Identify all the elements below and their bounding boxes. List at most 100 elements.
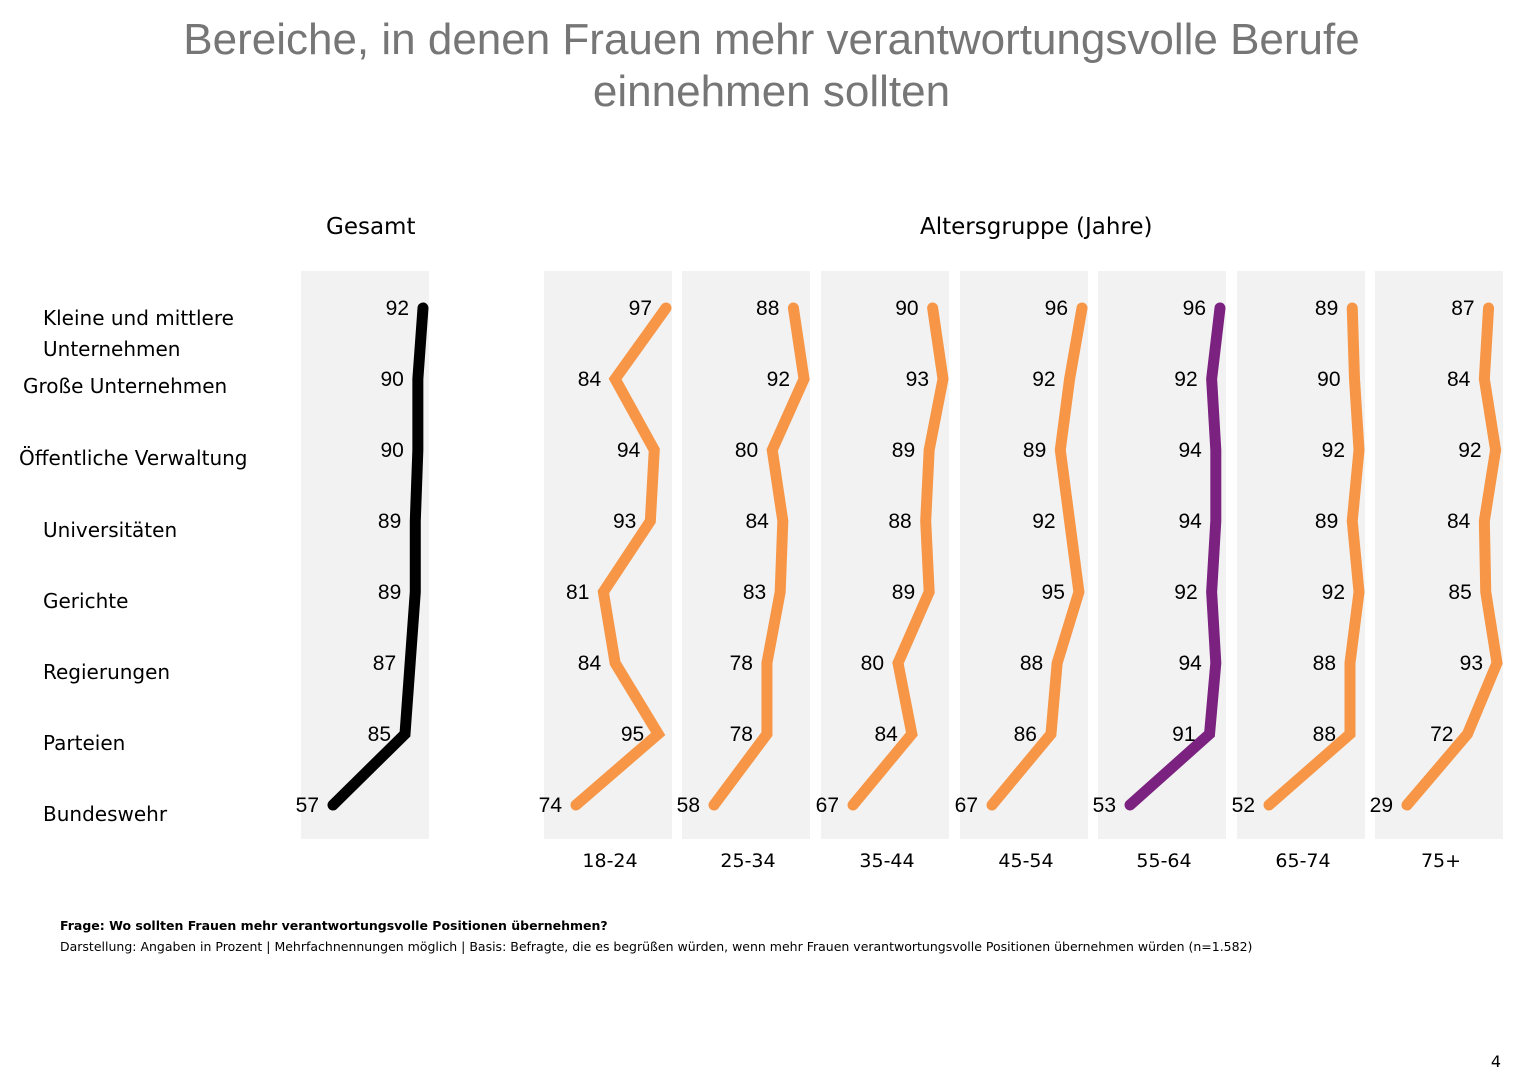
- data-label: 93: [906, 368, 929, 391]
- category-label: Gerichte: [43, 589, 129, 613]
- data-label: 52: [1232, 794, 1255, 817]
- data-label: 88: [1020, 652, 1043, 675]
- data-label: 88: [1313, 652, 1336, 675]
- data-label: 89: [1315, 510, 1338, 533]
- data-label: 83: [743, 581, 766, 604]
- data-label: 85: [368, 723, 391, 746]
- data-label: 84: [874, 723, 898, 746]
- data-label: 84: [745, 510, 769, 533]
- data-label: 92: [1032, 368, 1055, 391]
- footer-note: Darstellung: Angaben in Prozent | Mehrfa…: [60, 939, 1253, 954]
- data-label: 67: [955, 794, 978, 817]
- data-label: 29: [1370, 794, 1393, 817]
- series-line-55-64: [1124, 302, 1226, 811]
- category-label: Große Unternehmen: [23, 374, 228, 398]
- data-label: 67: [816, 794, 839, 817]
- data-label: 88: [1313, 723, 1336, 746]
- data-label: 81: [566, 581, 589, 604]
- data-label: 92: [767, 368, 790, 391]
- data-label: 93: [1460, 652, 1483, 675]
- data-label: 94: [617, 439, 641, 462]
- chart-title: Bereiche, in denen Frauen mehr verantwor…: [0, 14, 1523, 118]
- series-line-Gesamt: [327, 302, 429, 811]
- category-label: Kleine und mittlere Unternehmen: [43, 306, 234, 361]
- panel-background: [682, 271, 810, 839]
- panel-55-64: 96 92 94 94 92 94 91 53 55-64: [1093, 271, 1226, 872]
- data-label: 89: [892, 581, 915, 604]
- data-label: 84: [1447, 510, 1471, 533]
- page-number: 4: [1490, 1052, 1501, 1071]
- age-group-label: 35-44: [859, 850, 914, 872]
- data-label: 92: [1174, 368, 1197, 391]
- section-header-total: Gesamt: [326, 214, 416, 240]
- data-label: 92: [386, 297, 409, 320]
- data-label: 84: [578, 368, 602, 391]
- age-group-label: 65-74: [1275, 850, 1330, 872]
- chart-title-line-2: einnehmen sollten: [592, 67, 951, 116]
- data-label: 58: [677, 794, 700, 817]
- panel-background: [544, 271, 672, 839]
- category-label: Öffentliche Verwaltung: [19, 446, 248, 470]
- data-label: 92: [1458, 439, 1481, 462]
- series-line-25-34: [708, 302, 810, 811]
- series-line-65-74: [1263, 302, 1365, 811]
- category-label: Bundeswehr: [43, 802, 168, 826]
- data-label: 89: [378, 581, 401, 604]
- data-label: 94: [1178, 652, 1202, 675]
- data-label: 78: [730, 723, 753, 746]
- section-header-age: Altersgruppe (Jahre): [920, 214, 1153, 240]
- data-label: 90: [380, 368, 403, 391]
- data-label: 72: [1430, 723, 1453, 746]
- panel-75+: 87 84 92 84 85 93 72 29 75+: [1370, 271, 1503, 872]
- data-label: 84: [1447, 368, 1471, 391]
- panel-background: [1098, 271, 1226, 839]
- data-label: 92: [1174, 581, 1197, 604]
- series-line-75+: [1401, 302, 1503, 811]
- data-label: 74: [539, 794, 563, 817]
- series-line-45-54: [986, 302, 1088, 811]
- data-label: 53: [1093, 794, 1116, 817]
- data-label: 88: [756, 297, 779, 320]
- chart-title-line-1: Bereiche, in denen Frauen mehr verantwor…: [183, 15, 1360, 64]
- panel-65-74: 89 90 92 89 92 88 88 52 65-74: [1232, 271, 1365, 872]
- data-label: 89: [1023, 439, 1046, 462]
- category-label: Regierungen: [43, 660, 171, 684]
- age-group-label: 45-54: [998, 850, 1053, 872]
- age-group-label: 18-24: [582, 850, 637, 872]
- data-label: 88: [888, 510, 911, 533]
- data-label: 97: [629, 297, 652, 320]
- footer-question: Frage: Wo sollten Frauen mehr verantwort…: [60, 918, 608, 933]
- age-group-label: 25-34: [720, 850, 775, 872]
- data-label: 92: [1322, 581, 1345, 604]
- data-label: 84: [578, 652, 602, 675]
- data-label: 91: [1172, 723, 1195, 746]
- data-label: 87: [373, 652, 396, 675]
- age-group-label: 75+: [1421, 850, 1461, 872]
- data-label: 93: [613, 510, 636, 533]
- panel-25-34: 88 92 80 84 83 78 78 58 25-34: [677, 271, 810, 872]
- data-label: 87: [1451, 297, 1474, 320]
- data-label: 57: [296, 794, 319, 817]
- data-label: 80: [861, 652, 884, 675]
- data-label: 92: [1322, 439, 1345, 462]
- panel-18-24: 97 84 94 93 81 84 95 74 18-24: [539, 271, 672, 872]
- data-label: 86: [1014, 723, 1037, 746]
- data-label: 89: [378, 510, 401, 533]
- series-line-18-24: [570, 302, 672, 811]
- data-label: 94: [1178, 510, 1202, 533]
- data-label: 78: [730, 652, 753, 675]
- data-label: 94: [1178, 439, 1202, 462]
- data-label: 89: [1315, 297, 1338, 320]
- category-label: Parteien: [43, 731, 126, 755]
- data-label: 90: [380, 439, 403, 462]
- data-label: 92: [1032, 510, 1055, 533]
- data-label: 85: [1448, 581, 1471, 604]
- data-label: 96: [1183, 297, 1206, 320]
- age-group-label: 55-64: [1136, 850, 1191, 872]
- data-label: 80: [735, 439, 758, 462]
- data-label: 90: [1317, 368, 1340, 391]
- data-label: 95: [1042, 581, 1065, 604]
- series-line-35-44: [847, 302, 949, 811]
- data-label: 90: [895, 297, 918, 320]
